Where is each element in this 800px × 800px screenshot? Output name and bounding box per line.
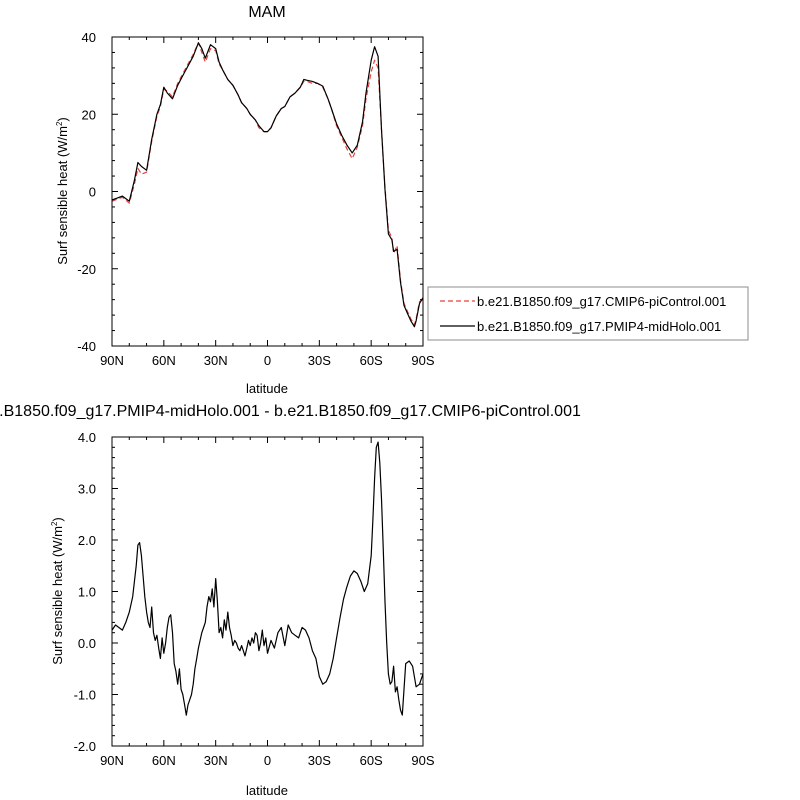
y-tick-label: -40 bbox=[77, 339, 96, 354]
top-title: MAM bbox=[248, 4, 285, 21]
bottom-y-axis-label-sup: 2 bbox=[50, 521, 59, 526]
y-tick-label: 2.0 bbox=[78, 533, 96, 548]
x-tick-label: 30S bbox=[308, 753, 331, 768]
y-tick-label: 3.0 bbox=[78, 482, 96, 497]
bottom-series-lines bbox=[111, 441, 424, 716]
y-tick-label: 0 bbox=[89, 185, 96, 200]
series-line-0 bbox=[111, 441, 424, 716]
bottom-panel: b.e21.B1850.f09_g17.PMIP4-midHolo.001 - … bbox=[0, 403, 581, 798]
y-tick-label: -20 bbox=[77, 262, 96, 277]
bottom-y-axis-label-tail: ) bbox=[50, 517, 65, 521]
top-series-lines bbox=[111, 42, 424, 328]
top-axis-ticks bbox=[111, 36, 424, 347]
x-tick-label: 0 bbox=[264, 753, 271, 768]
x-tick-label: 0 bbox=[264, 353, 271, 368]
bottom-plot-frame bbox=[111, 436, 424, 747]
bottom-tick-labels: 90N 60N 30N 0 30S 60S 90S -2.0 -1.0 0.0 1.0 2.0 3.0 4… bbox=[74, 430, 435, 768]
y-tick-label: -2.0 bbox=[74, 739, 96, 754]
x-tick-label: 30N bbox=[204, 753, 228, 768]
x-tick-label: 60S bbox=[360, 753, 383, 768]
bottom-y-axis-label: Surf sensible heat (W/m2) bbox=[50, 517, 65, 665]
bottom-y-axis-label-main: Surf sensible heat (W/m bbox=[50, 526, 65, 665]
y-tick-label: 0.0 bbox=[78, 636, 96, 651]
x-tick-label: 90N bbox=[100, 753, 124, 768]
x-tick-label: 90N bbox=[100, 353, 124, 368]
top-x-axis-label: latitude bbox=[246, 381, 288, 396]
top-y-axis-label-main: Surf sensible heat (W/m bbox=[55, 126, 70, 265]
top-panel: MAM 90N 60N 30N 0 30S 60S 90S -40 -20 0 20 40 latit… bbox=[55, 4, 749, 396]
top-y-axis-label-tail: ) bbox=[55, 117, 70, 121]
y-tick-label: -1.0 bbox=[74, 688, 96, 703]
top-tick-labels: 90N 60N 30N 0 30S 60S 90S -40 -20 0 20 40 bbox=[77, 30, 435, 368]
x-tick-label: 90S bbox=[411, 353, 434, 368]
bottom-axis-ticks bbox=[111, 436, 424, 747]
x-tick-label: 60N bbox=[152, 753, 176, 768]
y-tick-label: 1.0 bbox=[78, 585, 96, 600]
x-tick-label: 60S bbox=[360, 353, 383, 368]
bottom-title: b.e21.B1850.f09_g17.PMIP4-midHolo.001 - … bbox=[0, 403, 581, 420]
bottom-x-axis-label: latitude bbox=[246, 783, 288, 798]
x-tick-label: 90S bbox=[411, 753, 434, 768]
y-tick-label: 4.0 bbox=[78, 430, 96, 445]
x-tick-label: 30S bbox=[308, 353, 331, 368]
series-line-1 bbox=[111, 42, 424, 328]
y-tick-label: 20 bbox=[82, 107, 96, 122]
top-y-axis-label: Surf sensible heat (W/m2) bbox=[55, 117, 70, 265]
top-plot-frame bbox=[111, 36, 424, 347]
legend-box bbox=[427, 286, 749, 341]
y-tick-label: 40 bbox=[82, 30, 96, 45]
x-tick-label: 60N bbox=[152, 353, 176, 368]
legend-label-midholo: b.e21.B1850.f09_g17.PMIP4-midHolo.001 bbox=[477, 319, 721, 334]
top-y-axis-label-sup: 2 bbox=[55, 121, 64, 126]
legend-label-picontrol: b.e21.B1850.f09_g17.CMIP6-piControl.001 bbox=[477, 294, 726, 309]
series-line-0 bbox=[111, 42, 424, 326]
legend: b.e21.B1850.f09_g17.CMIP6-piControl.001 … bbox=[427, 286, 749, 341]
x-tick-label: 30N bbox=[204, 353, 228, 368]
